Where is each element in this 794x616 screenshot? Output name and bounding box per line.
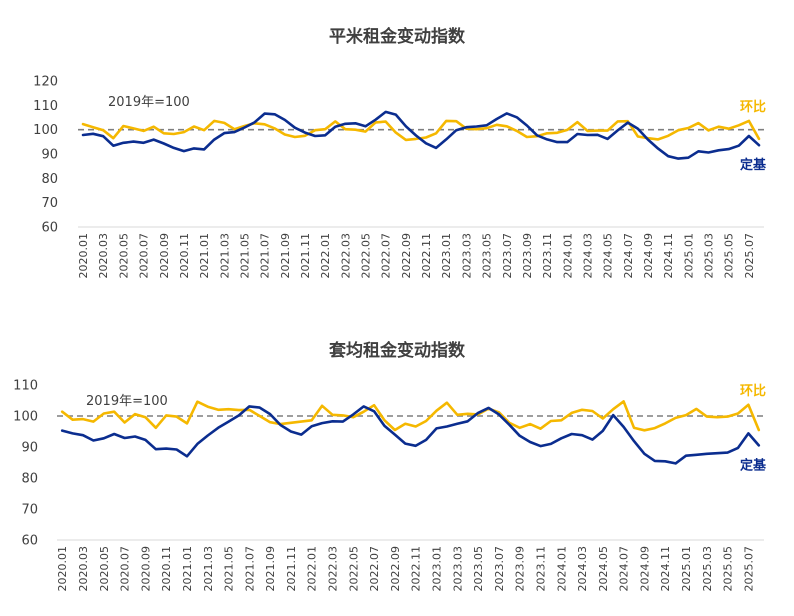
x-tick-label: 2021.01 xyxy=(198,233,211,279)
x-tick-label: 2020.09 xyxy=(139,546,152,592)
series-line-dingji xyxy=(60,405,761,465)
x-tick-label: 2023.11 xyxy=(541,233,554,279)
x-tick-label: 2025.07 xyxy=(742,546,755,592)
x-tick-label: 2022.11 xyxy=(420,233,433,279)
y-tick-label: 120 xyxy=(33,75,58,90)
x-tick-label: 2022.09 xyxy=(389,546,402,592)
x-tick-label: 2025.01 xyxy=(680,546,693,592)
x-tick-label: 2023.01 xyxy=(440,233,453,279)
x-tick-label: 2021.03 xyxy=(202,546,215,592)
y-tick-label: 70 xyxy=(41,196,58,211)
y-tick-label: 80 xyxy=(41,172,58,187)
x-tick-label: 2023.09 xyxy=(514,546,527,592)
series-label-dingji: 定基 xyxy=(739,157,767,173)
x-tick-label: 2021.11 xyxy=(285,546,298,592)
x-tick-label: 2020.09 xyxy=(158,233,171,279)
x-tick-label: 2020.05 xyxy=(117,233,130,279)
x-tick-label: 2024.11 xyxy=(659,546,672,592)
x-tick-label: 2021.07 xyxy=(243,546,256,592)
x-tick-label: 2021.09 xyxy=(264,546,277,592)
x-tick-label: 2020.01 xyxy=(56,546,69,592)
x-tick-label: 2020.11 xyxy=(160,546,173,592)
x-tick-label: 2021.05 xyxy=(238,233,251,279)
x-tick-label: 2025.07 xyxy=(743,233,756,279)
x-tick-label: 2022.03 xyxy=(327,546,340,592)
x-tick-label: 2024.03 xyxy=(576,546,589,592)
x-tick-label: 2021.01 xyxy=(181,546,194,592)
series-line-huanbi xyxy=(60,400,761,432)
y-tick-label: 90 xyxy=(41,148,58,163)
x-tick-label: 2022.07 xyxy=(380,233,393,279)
x-tick-label: 2023.09 xyxy=(521,233,534,279)
x-tick-label: 2022.03 xyxy=(339,233,352,279)
x-tick-label: 2020.11 xyxy=(178,233,191,279)
chart-rent-per-unit: 套均租金变动指数 60 70 80 90 100 110 2020.01 2020.03 202… xyxy=(0,316,794,616)
base-year-annotation: 2019年=100 xyxy=(108,95,190,110)
x-tick-label: 2020.07 xyxy=(119,546,132,592)
y-tick-label: 70 xyxy=(21,503,38,518)
x-tick-label: 2021.09 xyxy=(279,233,292,279)
x-tick-label: 2021.11 xyxy=(299,233,312,279)
y-tick-label: 110 xyxy=(33,99,58,114)
base-year-annotation: 2019年=100 xyxy=(86,394,168,409)
x-tick-label: 2022.01 xyxy=(319,233,332,279)
x-tick-label: 2024.03 xyxy=(581,233,594,279)
x-tick-label: 2021.05 xyxy=(223,546,236,592)
x-tick-label: 2023.07 xyxy=(493,546,506,592)
x-tick-label: 2023.05 xyxy=(472,546,485,592)
x-tick-label: 2022.07 xyxy=(368,546,381,592)
x-tick-label: 2022.05 xyxy=(347,546,360,592)
x-tick-label: 2020.01 xyxy=(77,233,90,279)
y-tick-label: 100 xyxy=(13,410,38,425)
series-line-dingji xyxy=(81,110,761,160)
chart-plot: 60 70 80 90 100 110 120 2020.01 2020.03 2020.05 20… xyxy=(33,75,767,279)
x-tick-label: 2024.01 xyxy=(555,546,568,592)
chart-title: 平米租金变动指数 xyxy=(329,27,465,47)
x-tick-label: 2020.07 xyxy=(138,233,151,279)
x-tick-label: 2025.03 xyxy=(701,546,714,592)
x-tick-label: 2022.01 xyxy=(306,546,319,592)
x-tick-label: 2024.05 xyxy=(597,546,610,592)
x-tick-label: 2023.01 xyxy=(430,546,443,592)
x-tick-label: 2024.07 xyxy=(622,233,635,279)
x-tick-label: 2024.09 xyxy=(638,546,651,592)
y-tick-label: 110 xyxy=(13,379,38,394)
y-tick-label: 80 xyxy=(21,472,38,487)
x-tick-label: 2024.11 xyxy=(662,233,675,279)
x-tick-label: 2022.11 xyxy=(410,546,423,592)
x-tick-label: 2024.05 xyxy=(602,233,615,279)
x-tick-label: 2022.05 xyxy=(360,233,373,279)
series-label-huanbi: 环比 xyxy=(740,383,766,399)
x-tick-label: 2025.01 xyxy=(682,233,695,279)
x-tick-label: 2022.09 xyxy=(400,233,413,279)
x-tick-label: 2024.07 xyxy=(618,546,631,592)
x-tick-label: 2020.03 xyxy=(97,233,110,279)
x-tick-label: 2024.09 xyxy=(642,233,655,279)
x-tick-label: 2020.03 xyxy=(77,546,90,592)
x-tick-label: 2023.03 xyxy=(460,233,473,279)
x-tick-label: 2021.07 xyxy=(259,233,272,279)
series-label-dingji: 定基 xyxy=(739,457,767,473)
x-tick-label: 2023.03 xyxy=(451,546,464,592)
y-tick-label: 100 xyxy=(33,123,58,138)
chart-title: 套均租金变动指数 xyxy=(329,341,465,361)
y-tick-label: 90 xyxy=(21,441,38,456)
x-tick-label: 2023.05 xyxy=(481,233,494,279)
x-tick-label: 2020.05 xyxy=(98,546,111,592)
chart-rent-per-sqm: 平米租金变动指数 60 70 80 90 100 110 120 2020.01 2020.03… xyxy=(0,0,794,300)
x-tick-label: 2023.07 xyxy=(501,233,514,279)
y-tick-label: 60 xyxy=(21,534,38,549)
x-tick-label: 2023.11 xyxy=(534,546,547,592)
series-label-huanbi: 环比 xyxy=(740,99,766,115)
x-tick-label: 2024.01 xyxy=(561,233,574,279)
x-tick-label: 2025.03 xyxy=(703,233,716,279)
x-tick-label: 2021.03 xyxy=(218,233,231,279)
y-tick-label: 60 xyxy=(41,221,58,236)
x-tick-label: 2025.05 xyxy=(722,546,735,592)
x-tick-label: 2025.05 xyxy=(723,233,736,279)
chart-plot: 60 70 80 90 100 110 2020.01 2020.03 2020.05 2020.… xyxy=(13,379,767,592)
